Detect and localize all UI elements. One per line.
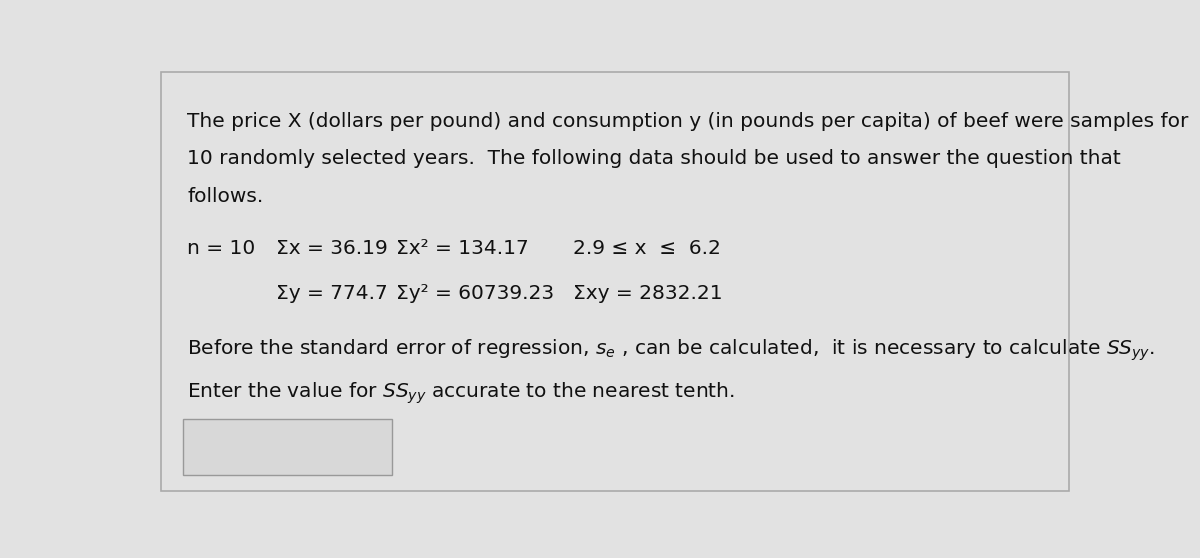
Text: 10 randomly selected years.  The following data should be used to answer the que: 10 randomly selected years. The followin… bbox=[187, 148, 1121, 167]
Text: 2.9 ≤ x  ≤  6.2: 2.9 ≤ x ≤ 6.2 bbox=[574, 239, 721, 258]
Text: Σxy = 2832.21: Σxy = 2832.21 bbox=[574, 284, 722, 303]
Text: Before the standard error of regression, $s_e$ , can be calculated,  it is neces: Before the standard error of regression,… bbox=[187, 338, 1156, 363]
Text: n = 10: n = 10 bbox=[187, 239, 256, 258]
Text: The price X (dollars per pound) and consumption y (in pounds per capita) of beef: The price X (dollars per pound) and cons… bbox=[187, 112, 1188, 131]
Text: Σx² = 134.17: Σx² = 134.17 bbox=[396, 239, 529, 258]
Text: follows.: follows. bbox=[187, 187, 264, 206]
Text: Σy² = 60739.23: Σy² = 60739.23 bbox=[396, 284, 554, 303]
FancyBboxPatch shape bbox=[182, 419, 391, 475]
Text: Σx = 36.19: Σx = 36.19 bbox=[276, 239, 388, 258]
Text: Σy = 774.7: Σy = 774.7 bbox=[276, 284, 388, 303]
Text: Enter the value for $SS_{yy}$ accurate to the nearest tenth.: Enter the value for $SS_{yy}$ accurate t… bbox=[187, 381, 734, 406]
